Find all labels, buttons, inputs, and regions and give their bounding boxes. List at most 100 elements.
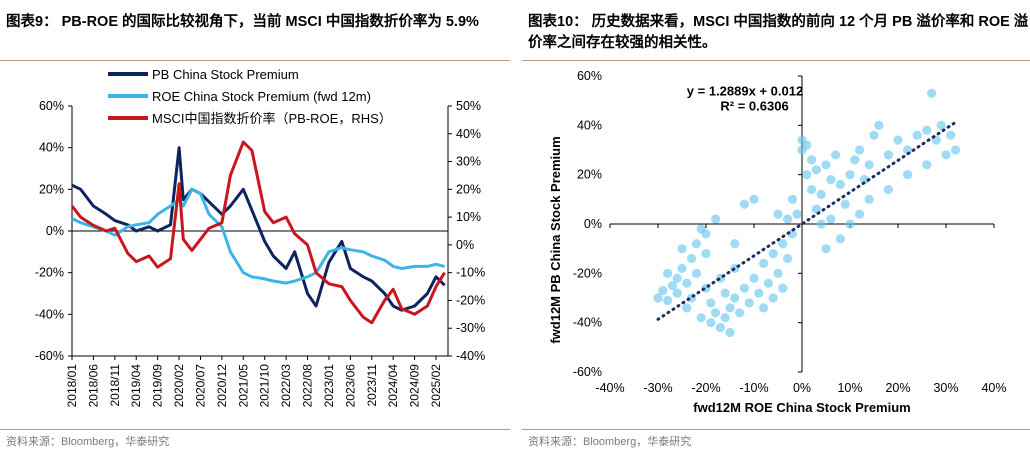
x-tick-label: 30%	[933, 381, 958, 395]
scatter-point	[811, 165, 821, 175]
scatter-point	[951, 145, 961, 155]
scatter-point	[759, 258, 769, 269]
scatter-point	[711, 308, 721, 318]
x-tick-label: 2019/09	[151, 364, 165, 408]
scatter-point	[682, 278, 692, 288]
scatter-point	[672, 288, 682, 298]
scatter-point	[787, 229, 797, 239]
scatter-point	[667, 281, 677, 291]
x-tick-label: 2021/10	[258, 364, 272, 408]
scatter-point	[941, 150, 951, 160]
scatter-point	[802, 140, 812, 150]
left-line-chart: 60% 40% 20% 0% -20% -40% -60% 50% 40% 30% 20% 10% 0%…	[35, 67, 485, 408]
x-tick-label: 2018/01	[65, 364, 79, 408]
scatter-point	[835, 234, 845, 244]
scatter-point	[720, 288, 730, 298]
x-tick-label: 2021/05	[236, 364, 250, 408]
scatter-point	[850, 155, 860, 165]
x-tick-label: 2023/06	[343, 364, 357, 408]
x-tick-label: 2020/12	[215, 364, 229, 408]
scatter-point	[864, 160, 874, 170]
right-y-tick-label: -10%	[456, 266, 485, 280]
left-y-tick-label: 40%	[39, 141, 64, 155]
legend-label: MSCI中国指数折价率（PB-ROE，RHS）	[152, 111, 392, 126]
left-y-tick-label: 60%	[39, 99, 64, 113]
series-line-3	[70, 140, 446, 325]
right-y-tick-label: 50%	[456, 99, 481, 113]
scatter-point	[682, 303, 692, 313]
scatter-point	[831, 150, 841, 160]
scatter-point	[845, 219, 855, 229]
scatter-point	[936, 120, 946, 130]
x-tick-label: -40%	[595, 381, 624, 395]
scatter-point	[778, 283, 788, 293]
scatter-point	[912, 130, 922, 140]
scatter-point	[874, 120, 884, 130]
scatter-point	[663, 295, 673, 306]
scatter-point	[706, 318, 716, 328]
regression-equation: y = 1.2889x + 0.012	[687, 84, 803, 99]
scatter-point	[883, 150, 893, 160]
x-tick-label: 2018/06	[86, 364, 100, 408]
scatter-point	[749, 194, 759, 204]
y-tick-label: 40%	[577, 118, 602, 132]
right-y-tick-label: -20%	[456, 293, 485, 307]
scatter-point	[946, 130, 956, 140]
scatter-point	[855, 209, 865, 219]
scatter-point	[835, 179, 845, 190]
scatter-point	[658, 286, 668, 296]
scatter-point	[855, 145, 865, 155]
right-y-tick-label: 10%	[456, 210, 481, 224]
left-title-rule	[0, 60, 510, 61]
scatter-point	[927, 88, 937, 98]
scatter-point	[922, 160, 932, 170]
scatter-point	[883, 184, 893, 195]
right-source-rule	[522, 429, 1030, 430]
x-tick-label: 10%	[837, 381, 862, 395]
scatter-point	[715, 323, 725, 333]
scatter-point	[687, 253, 697, 264]
scatter-point	[691, 239, 701, 249]
scatter-point	[739, 283, 749, 293]
scatter-point	[807, 184, 817, 195]
scatter-point	[691, 268, 701, 278]
r-squared: R² = 0.6306	[720, 99, 788, 114]
left-y-tick-label: -20%	[35, 266, 64, 280]
series-line-2	[71, 187, 445, 285]
scatter-point	[840, 199, 850, 209]
scatter-point	[672, 273, 682, 283]
x-tick-label: 20%	[885, 381, 910, 395]
scatter-point	[783, 214, 793, 224]
scatter-point	[903, 170, 913, 180]
scatter-point	[807, 155, 817, 165]
right-y-tick-label: -30%	[456, 321, 485, 335]
scatter-point	[783, 253, 793, 264]
scatter-point	[730, 293, 740, 303]
y-tick-label: -20%	[573, 266, 602, 280]
scatter-point	[845, 170, 855, 180]
scatter-point	[701, 229, 711, 239]
x-tick-label: -30%	[643, 381, 672, 395]
left-figure-title: 图表9： PB-ROE 的国际比较视角下，当前 MSCI 中国指数折价率为 5.…	[6, 14, 479, 30]
x-tick-label: 40%	[981, 381, 1006, 395]
right-y-tick-label: 0%	[456, 238, 474, 252]
scatter-point	[706, 298, 716, 308]
x-axis-title: fwd12M ROE China Stock Premium	[693, 400, 910, 415]
y-tick-label: 60%	[577, 69, 602, 83]
x-tick-label: 2023/11	[365, 364, 379, 407]
right-figure-title: 图表10： 历史数据来看，MSCI 中国指数的前向 12 个月 PB 溢价率和 …	[528, 14, 1029, 51]
left-chart-panel: 图表9： PB-ROE 的国际比较视角下，当前 MSCI 中国指数折价率为 5.…	[0, 0, 510, 454]
scatter-point	[711, 214, 721, 224]
scatter-point	[826, 175, 836, 185]
scatter-point	[869, 130, 879, 140]
scatter-point	[778, 239, 788, 249]
scatter-point	[802, 170, 812, 180]
scatter-point	[744, 298, 754, 308]
right-source: 资料来源：Bloomberg，华泰研究	[528, 436, 692, 448]
scatter-point	[653, 293, 663, 303]
scatter-point	[826, 214, 836, 224]
right-title-rule	[522, 60, 1030, 61]
x-tick-label: 2025/02	[429, 364, 443, 408]
right-y-tick-label: 30%	[456, 155, 481, 169]
scatter-point	[773, 209, 783, 219]
